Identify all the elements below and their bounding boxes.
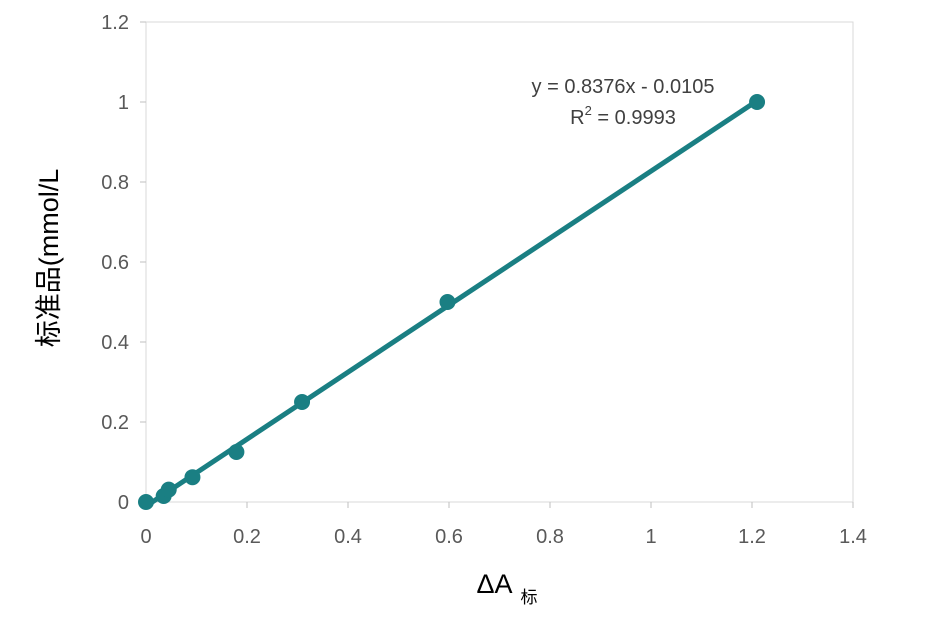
y-tick-label: 0.2 — [101, 412, 129, 434]
data-point — [184, 469, 201, 486]
axes-layer — [140, 21, 854, 508]
x-tick-label: 1.2 — [738, 526, 766, 548]
x-axis-title-subscript: 标 — [521, 588, 538, 607]
x-tick-label: 0.2 — [233, 526, 261, 548]
data-point — [294, 394, 311, 410]
r-squared-prefix: R — [570, 107, 584, 129]
data-point — [439, 294, 456, 310]
x-tick-label: 1.4 — [839, 526, 867, 548]
y-tick-label: 0 — [118, 492, 129, 514]
data-point — [138, 494, 154, 510]
y-tick-label: 0.4 — [101, 332, 129, 354]
data-points — [138, 94, 766, 510]
x-tick-label: 0.8 — [536, 526, 564, 548]
trendline-equation: y = 0.8376x - 0.0105 — [532, 76, 715, 98]
x-axis-title: ΔA 标 — [476, 569, 537, 607]
x-tick-label: 1 — [645, 526, 656, 548]
x-tick-label: 0.4 — [334, 526, 362, 548]
data-point — [160, 481, 177, 498]
plot-area-border — [145, 21, 854, 503]
x-tick-label: 0 — [140, 526, 151, 548]
y-tick-label: 1.2 — [101, 12, 129, 34]
r-squared-label: R2 = 0.9993 — [570, 103, 676, 129]
y-tick-label: 0.6 — [101, 252, 129, 274]
tick-labels: 0 0.2 0.4 0.6 0.8 1 1.2 1.4 0 0.2 0.4 0.6 0.8 1 1.2 — [101, 12, 867, 548]
data-point — [749, 94, 766, 110]
y-tick-label: 1 — [118, 92, 129, 114]
y-axis-title: 标准品(mmol/L — [34, 169, 64, 348]
x-tick-label: 0.6 — [435, 526, 463, 548]
r-squared-value: = 0.9993 — [592, 107, 676, 129]
r-squared-superscript: 2 — [585, 103, 592, 118]
y-tick-label: 0.8 — [101, 172, 129, 194]
data-point — [228, 444, 245, 460]
x-axis-title-main: ΔA — [476, 569, 512, 599]
